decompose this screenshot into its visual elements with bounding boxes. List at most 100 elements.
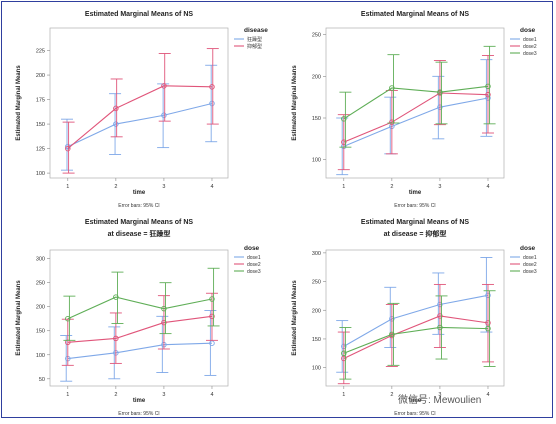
chart-subtitle: at disease = 抑郁型 bbox=[384, 229, 447, 238]
data-point bbox=[113, 335, 119, 342]
y-tick-label: 200 bbox=[312, 308, 321, 314]
x-axis-label: time bbox=[409, 398, 422, 404]
x-tick-label: 2 bbox=[390, 392, 393, 398]
data-point bbox=[341, 116, 347, 122]
x-tick-label: 1 bbox=[66, 184, 69, 190]
data-point bbox=[389, 119, 395, 125]
data-point bbox=[113, 105, 119, 112]
y-tick-label: 200 bbox=[36, 73, 45, 79]
y-axis-label: Estimated Marginal Means bbox=[16, 280, 22, 356]
data-point bbox=[161, 305, 167, 312]
x-tick-label: 4 bbox=[210, 184, 213, 190]
y-tick-label: 250 bbox=[312, 280, 321, 286]
series-line bbox=[67, 296, 213, 320]
chart-title: Estimated Marginal Means of NS bbox=[361, 219, 469, 226]
data-point bbox=[209, 100, 215, 107]
data-point bbox=[485, 325, 491, 332]
watermark-text: 微信号: Mewoulien bbox=[398, 393, 481, 406]
legend-item: dose1 bbox=[247, 255, 261, 261]
x-tick-label: 4 bbox=[210, 392, 213, 398]
y-tick-label: 50 bbox=[39, 377, 45, 383]
data-point bbox=[209, 296, 215, 302]
y-tick-label: 250 bbox=[36, 281, 45, 287]
legend-item: dose3 bbox=[523, 269, 537, 275]
series-3 bbox=[339, 290, 496, 380]
x-tick-label: 1 bbox=[66, 392, 69, 398]
legend-title: dose bbox=[520, 27, 536, 34]
y-tick-label: 100 bbox=[312, 158, 321, 164]
data-point bbox=[209, 313, 215, 320]
legend-item: 抑郁型 bbox=[247, 43, 262, 50]
x-axis-label: time bbox=[133, 190, 146, 196]
series-line bbox=[343, 85, 489, 120]
chart-title: Estimated Marginal Means of NS bbox=[85, 11, 193, 18]
y-tick-label: 200 bbox=[36, 305, 45, 311]
y-tick-label: 300 bbox=[312, 251, 321, 257]
plot-area bbox=[325, 249, 505, 387]
data-point bbox=[65, 145, 71, 152]
x-axis-label: time bbox=[409, 190, 422, 196]
series-line bbox=[343, 326, 488, 354]
y-axis-label: Estimated Marginal Means bbox=[292, 280, 298, 356]
legend-title: disease bbox=[244, 27, 268, 34]
legend-item: dose2 bbox=[523, 44, 537, 50]
series-line bbox=[67, 342, 212, 360]
y-tick-label: 150 bbox=[312, 116, 321, 122]
figure-frame: Estimated Marginal Means of NS 100 125 150 1… bbox=[1, 1, 553, 418]
data-point bbox=[65, 315, 71, 322]
series-line bbox=[67, 102, 213, 148]
chart-title: Estimated Marginal Means of NS bbox=[361, 11, 469, 18]
error-bar-note: Error bars: 95% CI bbox=[394, 411, 435, 417]
x-tick-label: 3 bbox=[438, 184, 441, 190]
legend-title: dose bbox=[244, 245, 260, 252]
series-2 bbox=[61, 292, 218, 366]
y-tick-label: 100 bbox=[312, 366, 321, 372]
series-2 bbox=[337, 55, 494, 171]
data-point bbox=[437, 313, 443, 319]
chart-panel-1: Estimated Marginal Means of NS 100 125 150 1… bbox=[16, 11, 268, 209]
y-tick-label: 100 bbox=[36, 353, 45, 359]
y-tick-label: 300 bbox=[36, 257, 45, 263]
y-axis-label: Estimated Marginal Means bbox=[292, 65, 298, 141]
data-point bbox=[161, 112, 167, 119]
data-point bbox=[341, 355, 347, 362]
data-point bbox=[389, 331, 395, 338]
y-tick-label: 150 bbox=[312, 337, 321, 343]
x-tick-label: 3 bbox=[162, 392, 165, 398]
error-bar-note: Error bars: 95% CI bbox=[394, 203, 435, 209]
series-line bbox=[67, 315, 213, 343]
data-point bbox=[341, 139, 347, 145]
x-tick-label: 2 bbox=[114, 392, 117, 398]
y-tick-label: 125 bbox=[36, 147, 45, 153]
data-point bbox=[341, 350, 347, 357]
chart-panel-2: Estimated Marginal Means of NS 100 150 200 2… bbox=[292, 11, 537, 209]
plot-area bbox=[49, 27, 229, 179]
legend-item: dose3 bbox=[247, 269, 261, 275]
data-point bbox=[389, 85, 395, 91]
chart-subtitle: at disease = 狂躁型 bbox=[108, 229, 171, 238]
series-2 bbox=[62, 48, 219, 174]
legend-title: dose bbox=[520, 245, 536, 252]
series-line bbox=[67, 85, 212, 150]
data-point bbox=[485, 320, 491, 326]
data-point bbox=[209, 84, 215, 90]
series-3 bbox=[339, 45, 496, 148]
series-line bbox=[343, 294, 489, 347]
y-tick-label: 225 bbox=[36, 49, 45, 55]
series-2 bbox=[337, 283, 494, 385]
error-bar-note: Error bars: 95% CI bbox=[118, 411, 159, 417]
data-point bbox=[113, 121, 119, 127]
chart-panel-3: Estimated Marginal Means of NS at disease… bbox=[16, 219, 261, 417]
x-tick-label: 2 bbox=[114, 184, 117, 190]
legend-item: dose3 bbox=[523, 51, 537, 57]
data-point bbox=[161, 83, 167, 89]
legend-item: dose1 bbox=[523, 255, 537, 261]
legend-item: 狂躁型 bbox=[247, 36, 262, 43]
series-line bbox=[343, 315, 489, 359]
chart-panel-4: Estimated Marginal Means of NS at disease… bbox=[292, 219, 537, 417]
y-tick-label: 250 bbox=[312, 33, 321, 39]
x-tick-label: 2 bbox=[390, 184, 393, 190]
figure-canvas: Estimated Marginal Means of NS1001251501… bbox=[16, 11, 537, 417]
chart-title: Estimated Marginal Means of NS bbox=[85, 219, 193, 226]
x-tick-label: 3 bbox=[162, 184, 165, 190]
